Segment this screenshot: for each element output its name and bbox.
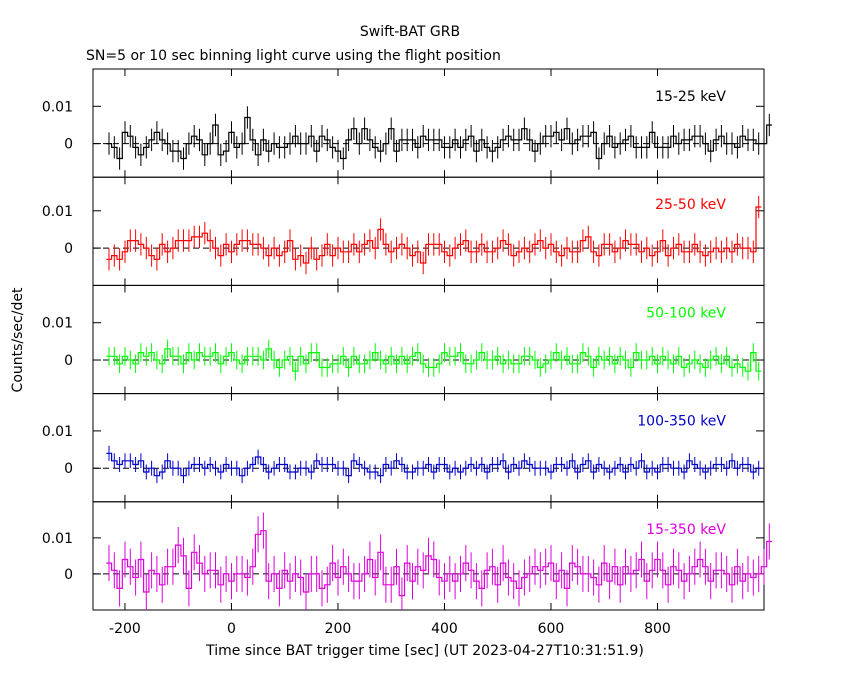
light-curve-2 bbox=[106, 348, 762, 372]
panel-frame bbox=[92, 176, 765, 286]
x-tick-label: 600 bbox=[538, 621, 565, 637]
y-tick-label: 0 bbox=[64, 137, 73, 153]
y-axis-label: Counts/sec/det bbox=[10, 287, 26, 392]
panel-0: 0 0.01 15-25 keV bbox=[42, 68, 772, 178]
light-curve-0 bbox=[106, 116, 772, 160]
y-tick-label: 0 bbox=[64, 461, 73, 477]
panel-frame bbox=[92, 393, 765, 503]
panel-frame bbox=[92, 68, 765, 178]
x-tick-label: -200 bbox=[109, 621, 141, 637]
x-tick-label: 800 bbox=[644, 621, 671, 637]
band-label: 25-50 keV bbox=[655, 197, 726, 213]
x-tick-label: 400 bbox=[431, 621, 458, 637]
y-tick-label: 0.01 bbox=[42, 316, 73, 332]
panels-group: 0 0.01 15-25 keV 0 0.01 25-50 keV 0 0.01 50-100 … bbox=[42, 68, 772, 637]
y-tick-label: 0.01 bbox=[42, 204, 73, 220]
y-tick-label: 0 bbox=[64, 567, 73, 583]
band-label: 100-350 keV bbox=[637, 414, 726, 430]
panel-3: 0 0.01 100-350 keV bbox=[42, 393, 765, 503]
chart-title: Swift-BAT GRB bbox=[360, 24, 460, 40]
band-label: 50-100 keV bbox=[646, 305, 726, 321]
y-tick-label: 0.01 bbox=[42, 531, 73, 547]
panel-frame bbox=[92, 284, 765, 395]
band-label: 15-25 keV bbox=[655, 89, 726, 105]
y-tick-label: 0 bbox=[64, 241, 73, 257]
light-curve-1 bbox=[106, 206, 762, 264]
band-label: 15-350 keV bbox=[646, 522, 726, 538]
x-axis-label: Time since BAT trigger time [sec] (UT 20… bbox=[205, 643, 644, 659]
x-tick-label: 200 bbox=[325, 621, 352, 637]
chart-subtitle: SN=5 or 10 sec binning light curve using… bbox=[86, 48, 501, 64]
x-tick-label: 0 bbox=[227, 621, 236, 637]
y-tick-label: 0.01 bbox=[42, 99, 73, 115]
y-tick-label: 0 bbox=[64, 353, 73, 369]
light-curve-3 bbox=[106, 452, 762, 477]
panel-1: 0 0.01 25-50 keV bbox=[42, 176, 765, 286]
light-curve-4 bbox=[106, 530, 772, 597]
y-tick-label: 0.01 bbox=[42, 424, 73, 440]
panel-4: 0 0.01 15-350 keV bbox=[42, 501, 772, 611]
panel-2: 0 0.01 50-100 keV bbox=[42, 284, 765, 395]
